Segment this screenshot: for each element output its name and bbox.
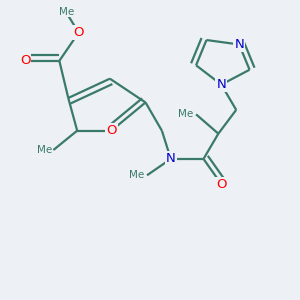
Text: N: N	[217, 78, 226, 91]
Text: O: O	[216, 178, 226, 191]
Text: N: N	[166, 152, 176, 165]
Text: O: O	[20, 54, 30, 67]
Text: Me: Me	[59, 7, 74, 17]
Text: O: O	[74, 26, 84, 39]
Text: Me: Me	[129, 170, 144, 180]
Text: O: O	[106, 124, 117, 137]
Text: N: N	[234, 38, 244, 51]
Text: Me: Me	[178, 109, 193, 119]
Text: Me: Me	[37, 145, 52, 155]
